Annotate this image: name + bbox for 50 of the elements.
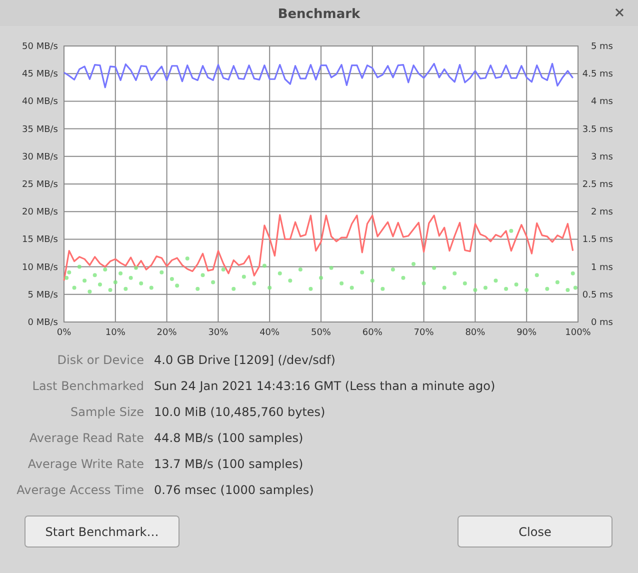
x-tick-label: 50%: [310, 328, 332, 338]
y-tick-label: 45 MB/s: [22, 70, 58, 80]
x-tick-label: 20%: [156, 328, 178, 338]
y-tick-label: 15 MB/s: [22, 235, 58, 246]
x-tick-label: 30%: [208, 328, 229, 338]
line-series: [63, 214, 574, 282]
chart-title: Benchmark: [278, 7, 361, 22]
y-tick-label: 40 MB/s: [22, 97, 58, 108]
y2-tick-label: 2.5 ms: [582, 180, 614, 190]
y2-tick-label: 3.5 ms: [582, 124, 614, 135]
text: Last Benchmarked: [32, 379, 144, 393]
text: 13.7 MB/s (100 samples): [154, 457, 304, 471]
x-tick-label: 70%: [414, 328, 434, 338]
y2-tick-label: 4.5 ms: [582, 70, 614, 80]
text: Sample Size: [70, 405, 144, 419]
y2-tick-label: 0 ms: [590, 318, 614, 328]
text: Disk or Device: [57, 353, 144, 367]
text: Close: [518, 525, 552, 539]
y2-tick-label: 4 ms: [590, 97, 614, 108]
text: 44.8 MB/s (100 samples): [154, 431, 304, 445]
y2-tick-label: 5 ms: [590, 42, 614, 52]
text: Sun 24 Jan 2021 14:43:16 GMT (Less than a minute ago): [154, 379, 496, 393]
y2-tick-label: 1.5 ms: [582, 235, 614, 246]
y-tick-label: 50 MB/s: [22, 42, 58, 52]
y-tick-label: 35 MB/s: [22, 124, 58, 135]
y2-tick-label: 3 ms: [590, 152, 614, 162]
text: Start Benchmark…: [45, 525, 159, 539]
y-tick-label: 10 MB/s: [22, 262, 58, 273]
text: Average Read Rate: [29, 431, 144, 445]
y-tick-label: 20 MB/s: [22, 208, 58, 218]
line-series: [63, 62, 574, 88]
x-tick-label: 80%: [465, 328, 486, 338]
y-tick-label: 30 MB/s: [22, 152, 58, 162]
text: Average Access Time: [16, 483, 144, 497]
x-tick-label: 90%: [516, 328, 538, 338]
y-tick-label: 25 MB/s: [22, 180, 58, 190]
y2-tick-label: 0.5 ms: [582, 290, 614, 300]
x-tick-label: 40%: [260, 328, 280, 338]
y-tick-label: 5 MB/s: [28, 290, 58, 300]
text: 0.76 msec (1000 samples): [154, 483, 314, 497]
x-tick-label: 60%: [362, 328, 383, 338]
y2-tick-label: 2 ms: [590, 208, 614, 218]
y2-tick-label: 1 ms: [590, 262, 614, 273]
text: Average Write Rate: [28, 457, 144, 471]
text: 10.0 MiB (10,485,760 bytes): [154, 405, 326, 419]
text: 4.0 GB Drive [1209] (/dev/sdf): [154, 353, 336, 367]
x-tick-label: 10%: [105, 328, 126, 338]
x-tick-label: 0%: [56, 328, 72, 338]
x-tick-label: 100%: [565, 328, 592, 338]
y-tick-label: 0 MB/s: [28, 318, 58, 328]
